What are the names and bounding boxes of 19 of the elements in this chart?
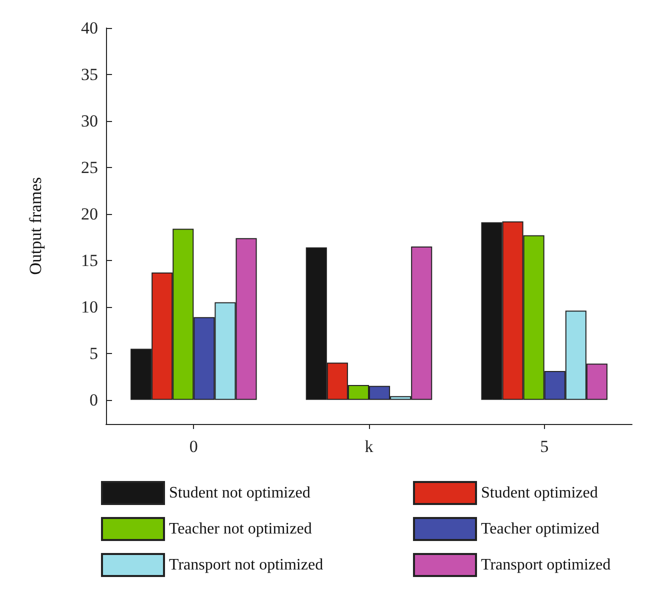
y-tick-label: 25 [81,158,98,177]
y-tick-label: 15 [81,250,98,270]
legend-label: Teacher not optimized [169,520,312,538]
legend-label: Teacher optimized [481,520,600,538]
y-tick-label: 10 [81,297,98,316]
y-tick-label: 35 [81,64,98,84]
y-tick-label: 0 [90,390,98,410]
y-tick-label: 20 [81,204,98,224]
x-tick-label: 0 [189,437,198,456]
x-tick-label: k [364,437,374,456]
legend-label: Student not optimized [169,484,310,502]
legend-label: Student optimized [481,484,598,502]
legend-label: Transport not optimized [169,556,324,574]
y-tick-label: 30 [81,111,98,130]
y-axis-title: Output frames [26,177,45,275]
y-tick-label: 5 [90,344,98,363]
y-tick-label: 40 [81,18,98,38]
legend-label: Transport optimized [481,556,611,574]
x-tick-label: 5 [540,437,549,456]
